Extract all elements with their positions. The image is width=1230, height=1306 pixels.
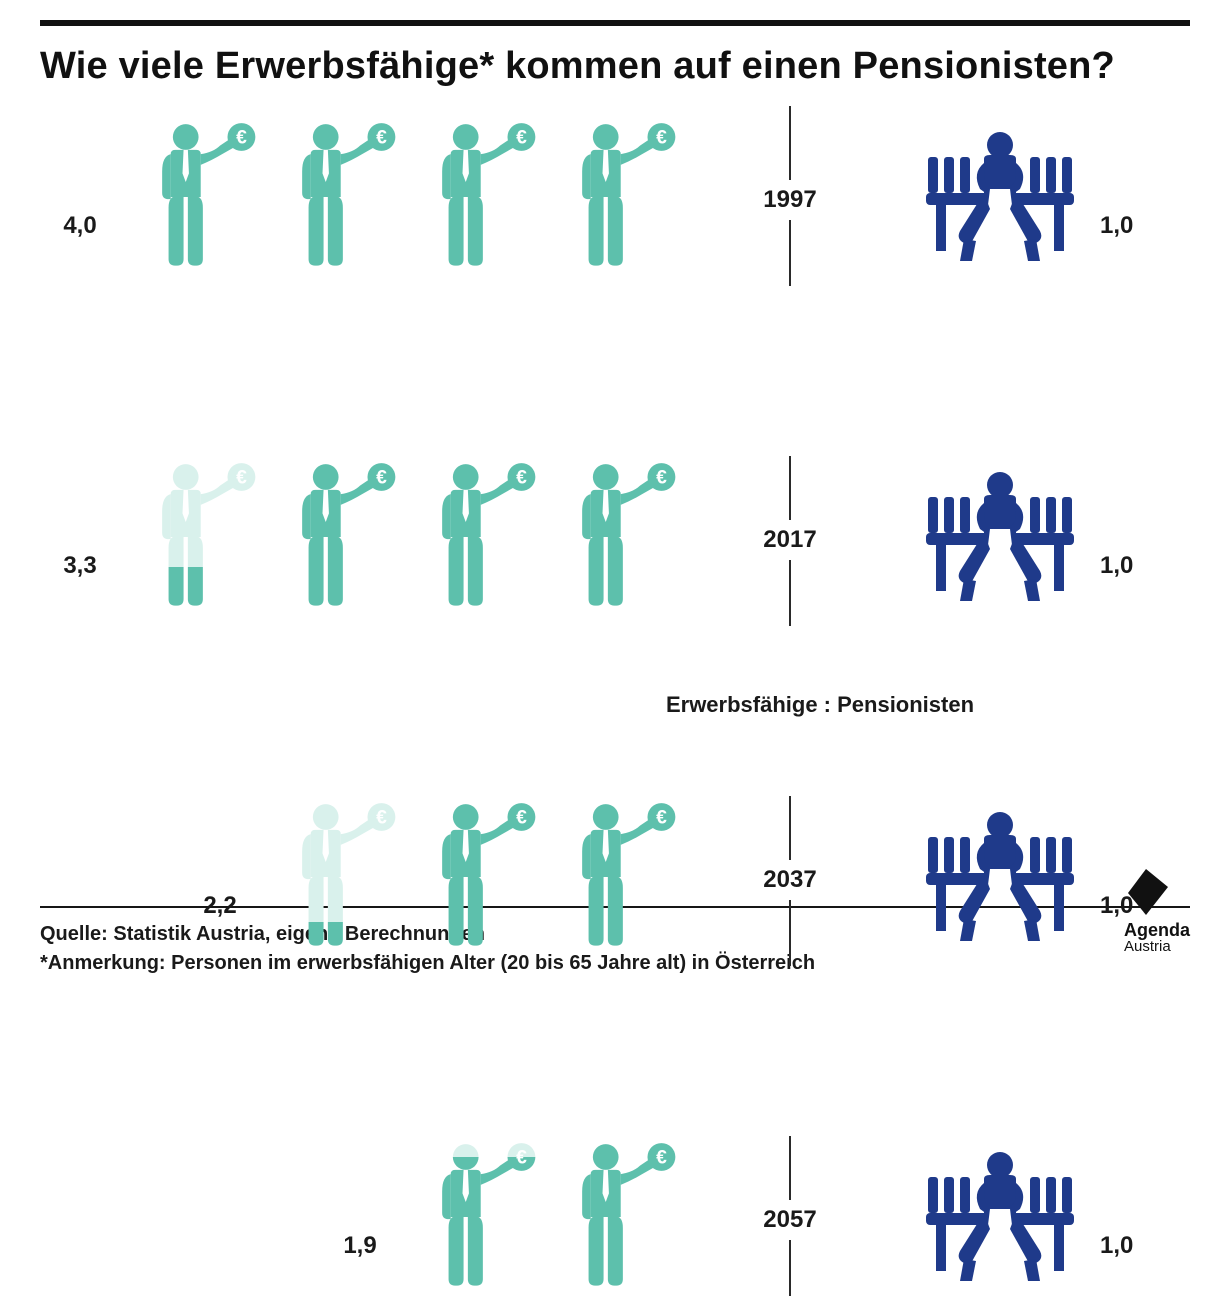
svg-text:€: € [236,127,247,148]
svg-text:€: € [516,467,527,488]
worker-ratio-value: 1,9 [330,1232,390,1260]
pensioner-area: 1,0 [910,1136,1190,1306]
worker-ratio-value: 3,3 [50,552,110,580]
worker-ratio-value: 4,0 [50,212,110,240]
svg-text:€: € [376,127,387,148]
worker-icon: € € [430,1142,540,1292]
svg-text:€: € [376,467,387,488]
year-label: 1997 [745,180,834,220]
worker-slot: € € [290,462,400,612]
diamond-icon [1124,865,1178,919]
worker-icon: € € [570,802,680,952]
page: Wie viele Erwerbsfähige* kommen auf eine… [0,0,1230,1000]
pictogram-row: € € [40,1136,1190,1306]
worker-icon: € € [290,802,400,952]
pensioner-area: 1,0 [910,116,1190,286]
worker-icon: € € [570,1142,680,1292]
worker-slot: € € [570,122,680,272]
workers-area: € € [40,116,680,286]
svg-text:€: € [516,807,527,828]
worker-slot: € € [570,462,680,612]
worker-icon: € € [290,122,400,272]
worker-slot: € € [430,802,540,952]
pictogram-chart: € € [40,116,1190,846]
pensioner-ratio-value: 1,0 [1100,1232,1133,1260]
pensioner-area: 1,0 [910,456,1190,626]
worker-slot: € € [570,802,680,952]
svg-text:€: € [236,467,247,488]
worker-icon: € € [290,462,400,612]
workers-area: € € [40,1136,680,1306]
worker-slot: € € [150,462,260,612]
workers-area: € € [40,796,680,966]
pictogram-row: € € [40,796,1190,966]
pictogram-row: € € [40,456,1190,626]
year-label: 2037 [745,860,834,900]
worker-slot: € € [430,122,540,272]
worker-ratio-value: 2,2 [190,892,250,920]
svg-text:€: € [656,807,667,828]
svg-text:€: € [656,1147,667,1168]
center-strip: 1997 [680,116,900,286]
pensioner-icon [920,122,1080,272]
pensioner-wrap [920,122,1080,272]
svg-text:€: € [376,807,387,828]
worker-slot: € € [430,1142,540,1292]
brand-logo: Agenda Austria [1124,865,1190,954]
svg-text:€: € [656,467,667,488]
worker-icon: € € [430,122,540,272]
worker-icon: € € [570,462,680,612]
worker-icon: € € [430,802,540,952]
year-label: 2017 [745,520,834,560]
top-rule [40,20,1190,26]
svg-text:€: € [516,127,527,148]
pensioner-ratio-value: 1,0 [1100,212,1133,240]
logo-line1: Agenda [1124,921,1190,939]
worker-slot: € € [570,1142,680,1292]
center-strip: 2057 [680,1136,900,1306]
pensioner-wrap [920,462,1080,612]
svg-text:€: € [656,127,667,148]
worker-icon: € € [430,462,540,612]
worker-icon: € € [570,122,680,272]
pensioner-wrap [920,802,1080,952]
pensioner-icon [920,802,1080,952]
year-label: 2057 [745,1200,834,1240]
axis-label: Erwerbsfähige : Pensionisten [640,692,1000,718]
worker-slot: € € [290,122,400,272]
pictogram-row: € € [40,116,1190,286]
worker-slot: € € [290,802,400,952]
center-strip: 2037 [680,796,900,966]
page-title: Wie viele Erwerbsfähige* kommen auf eine… [40,44,1190,90]
worker-icon: € € [150,122,260,272]
logo-line2: Austria [1124,939,1190,954]
workers-area: € € [40,456,680,626]
pensioner-wrap [920,1142,1080,1292]
pensioner-icon [920,462,1080,612]
worker-slot: € € [430,462,540,612]
center-strip: 2017 [680,456,900,626]
pensioner-icon [920,1142,1080,1292]
pensioner-ratio-value: 1,0 [1100,552,1133,580]
worker-slot: € € [150,122,260,272]
worker-icon: € € [150,462,260,612]
